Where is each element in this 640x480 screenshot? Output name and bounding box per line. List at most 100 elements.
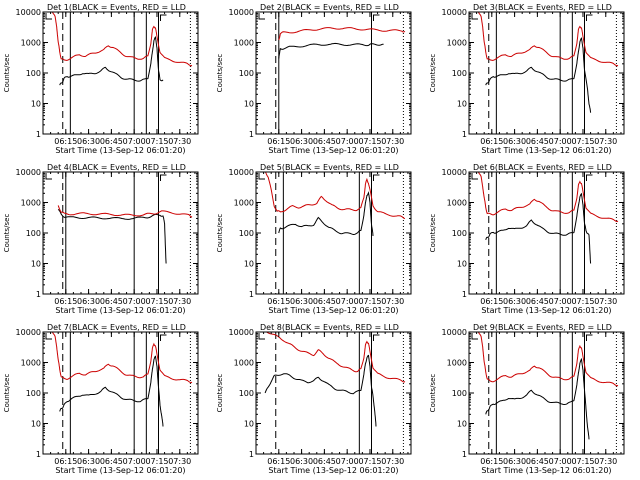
corner-bracket: [45, 13, 52, 20]
x-tick-label: 06:30: [77, 297, 100, 306]
x-axis-label: Start Time (13-Sep-12 06:01:20): [481, 306, 611, 315]
plot-frame: [42, 11, 199, 135]
y-tick-label: 1: [36, 290, 41, 299]
y-tick-label: 10000: [442, 8, 467, 17]
corner-bracket: [471, 333, 478, 340]
x-tick-label: 06:30: [77, 137, 100, 146]
x-tick-label: 07:15: [571, 457, 594, 466]
detector-panel-2: Det 2(BLACK = Events, RED = LLD 1 10 100 100…: [216, 3, 412, 155]
x-tick-label: 07:15: [145, 297, 168, 306]
x-tick-label: 06:15: [267, 137, 290, 146]
lld-series-line: [57, 205, 193, 218]
y-tick-label: 1: [249, 450, 254, 459]
x-tick-label: 06:45: [100, 137, 123, 146]
detector-panel-5: Det 5(BLACK = Events, RED = LLD 1 10 100 100…: [216, 163, 412, 315]
x-axis-label: Start Time (13-Sep-12 06:01:20): [268, 306, 398, 315]
x-tick-label: 06:15: [54, 457, 77, 466]
corner-bracket: [372, 334, 380, 341]
corner-bracket: [45, 333, 52, 340]
lld-series-line: [478, 12, 619, 67]
y-tick-label: 10: [244, 260, 254, 269]
events-series-line: [278, 42, 384, 59]
corner-bracket: [45, 173, 52, 180]
plot-frame: [468, 11, 625, 135]
corner-bracket: [471, 173, 478, 180]
x-tick-label: 06:45: [313, 457, 336, 466]
x-tick-label: 06:15: [54, 297, 77, 306]
events-series-line: [59, 355, 164, 427]
y-tick-label: 1000: [21, 39, 41, 48]
y-tick-label: 1: [249, 290, 254, 299]
y-tick-label: 10000: [442, 328, 467, 337]
y-tick-label: 10000: [16, 168, 41, 177]
y-axis-label: Counts/sec: [3, 374, 11, 413]
x-tick-label: 06:30: [290, 137, 313, 146]
x-axis-label: Start Time (13-Sep-12 06:01:20): [55, 306, 185, 315]
plot-frame: [42, 331, 199, 455]
y-tick-label: 100: [26, 69, 41, 78]
lld-series-line: [52, 12, 193, 67]
x-tick-label: 06:45: [313, 297, 336, 306]
lld-series-line: [478, 332, 619, 387]
detector-panel-7: Det 7(BLACK = Events, RED = LLD 1 10 100 100…: [3, 323, 199, 475]
y-tick-label: 1000: [447, 39, 467, 48]
corner-bracket: [372, 174, 380, 181]
x-tick-label: 07:30: [594, 137, 617, 146]
y-tick-label: 100: [239, 389, 254, 398]
detector-panel-3: Det 3(BLACK = Events, RED = LLD 1 10 100 100…: [429, 3, 625, 155]
y-tick-label: 10000: [229, 328, 254, 337]
x-tick-label: 07:15: [358, 297, 381, 306]
x-tick-label: 07:00: [336, 457, 359, 466]
y-axis-label: Counts/sec: [429, 214, 437, 253]
x-tick-label: 07:30: [168, 457, 191, 466]
y-tick-label: 1000: [21, 199, 41, 208]
detector-panel-1: Det 1(BLACK = Events, RED = LLD 1 10 100 100…: [3, 3, 199, 155]
y-tick-label: 10000: [16, 8, 41, 17]
x-tick-label: 07:30: [381, 297, 404, 306]
y-tick-label: 1: [462, 450, 467, 459]
x-tick-label: 07:15: [145, 137, 168, 146]
x-tick-label: 06:30: [77, 457, 100, 466]
x-tick-label: 06:45: [526, 297, 549, 306]
y-tick-label: 1: [249, 130, 254, 139]
events-series-line: [59, 36, 164, 86]
plot-frame: [255, 331, 412, 455]
x-tick-label: 07:00: [549, 457, 572, 466]
y-tick-label: 10: [457, 100, 467, 109]
panel-title: Det 2(BLACK = Events, RED = LLD: [260, 3, 399, 12]
x-tick-label: 06:15: [54, 137, 77, 146]
detector-panel-6: Det 6(BLACK = Events, RED = LLD 1 10 100 100…: [429, 163, 625, 315]
x-tick-label: 06:15: [480, 297, 503, 306]
y-axis-label: Counts/sec: [216, 54, 224, 93]
corner-bracket: [585, 14, 593, 21]
plot-frame: [468, 331, 625, 455]
corner-bracket: [159, 334, 167, 341]
y-tick-label: 100: [452, 229, 467, 238]
x-tick-label: 07:30: [594, 457, 617, 466]
x-axis-label: Start Time (13-Sep-12 06:01:20): [268, 466, 398, 475]
y-tick-label: 1: [462, 290, 467, 299]
y-tick-label: 1: [462, 130, 467, 139]
x-tick-label: 06:15: [267, 457, 290, 466]
y-tick-label: 10000: [442, 168, 467, 177]
panel-title: Det 8(BLACK = Events, RED = LLD: [260, 323, 399, 332]
x-tick-label: 06:45: [313, 137, 336, 146]
detector-panel-8: Det 8(BLACK = Events, RED = LLD 1 10 100 100…: [216, 323, 412, 475]
y-tick-label: 10000: [229, 168, 254, 177]
events-series-line: [485, 37, 592, 113]
x-tick-label: 06:15: [480, 457, 503, 466]
y-axis-label: Counts/sec: [429, 374, 437, 413]
x-tick-label: 07:00: [123, 457, 146, 466]
y-tick-label: 10: [31, 100, 41, 109]
events-series-line: [57, 208, 167, 264]
x-tick-label: 07:15: [571, 297, 594, 306]
y-tick-label: 10: [244, 100, 254, 109]
x-axis-label: Start Time (13-Sep-12 06:01:20): [481, 146, 611, 155]
lld-series-line: [265, 332, 406, 383]
x-tick-label: 06:45: [100, 457, 123, 466]
x-tick-label: 07:00: [336, 297, 359, 306]
panel-title: Det 6(BLACK = Events, RED = LLD: [473, 163, 612, 172]
y-tick-label: 1000: [21, 359, 41, 368]
y-tick-label: 1000: [234, 199, 254, 208]
x-axis-label: Start Time (13-Sep-12 06:01:20): [481, 466, 611, 475]
